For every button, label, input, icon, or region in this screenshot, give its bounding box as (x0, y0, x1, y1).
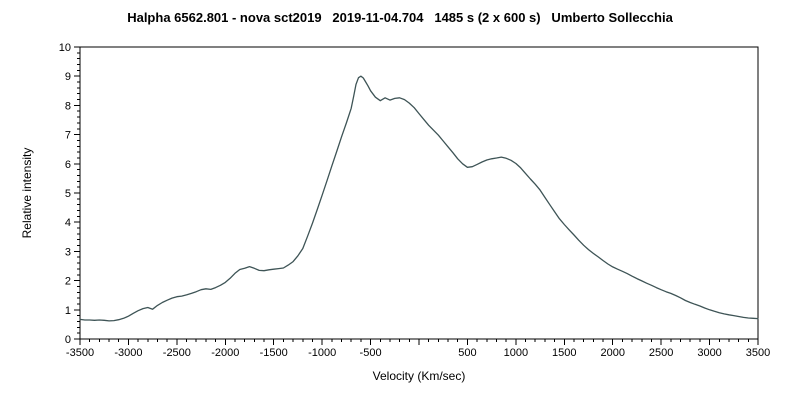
y-tick-label: 5 (65, 188, 71, 200)
x-tick-label: -2000 (211, 347, 239, 359)
x-axis-tick-labels: -3500 -3000 -2500 -2000 -1500 -1000 -500 500 100… (66, 347, 770, 359)
x-tick-label: 1500 (552, 347, 576, 359)
x-tick-label: 500 (458, 347, 476, 359)
x-tick-label: 2000 (600, 347, 624, 359)
plot-border (79, 46, 759, 340)
y-axis-ticks (74, 46, 80, 340)
x-tick-label: -2500 (163, 347, 191, 359)
y-tick-label: 6 (65, 159, 71, 171)
x-tick-label: 3500 (746, 347, 770, 359)
x-tick-label: -1500 (260, 347, 288, 359)
y-tick-label: 0 (65, 334, 71, 346)
y-tick-label: 8 (65, 100, 71, 112)
x-axis-ticks (79, 339, 759, 345)
x-tick-label: -3000 (114, 347, 142, 359)
spectrum-line (79, 75, 759, 322)
y-tick-label: 1 (65, 305, 71, 317)
y-tick-label: 4 (65, 217, 71, 229)
x-tick-label: -500 (360, 347, 382, 359)
chart-title: Halpha 6562.801 - nova sct2019 2019-11-0… (127, 10, 673, 25)
x-axis-label: Velocity (Km/sec) (373, 369, 466, 383)
y-tick-label: 3 (65, 246, 71, 258)
y-tick-label: 10 (59, 42, 71, 54)
x-tick-label: 3000 (697, 347, 721, 359)
y-tick-label: 2 (65, 276, 71, 288)
y-axis-label: Relative intensity (20, 148, 34, 239)
x-tick-label: -1000 (308, 347, 336, 359)
y-tick-label: 9 (65, 71, 71, 83)
x-tick-label: -3500 (66, 347, 94, 359)
y-tick-label: 7 (65, 130, 71, 142)
x-tick-label: 1000 (504, 347, 528, 359)
y-axis-tick-labels: 0 1 2 3 4 5 6 7 8 9 10 (59, 42, 71, 346)
spectrum-polyline (79, 75, 759, 322)
x-tick-label: 2500 (649, 347, 673, 359)
